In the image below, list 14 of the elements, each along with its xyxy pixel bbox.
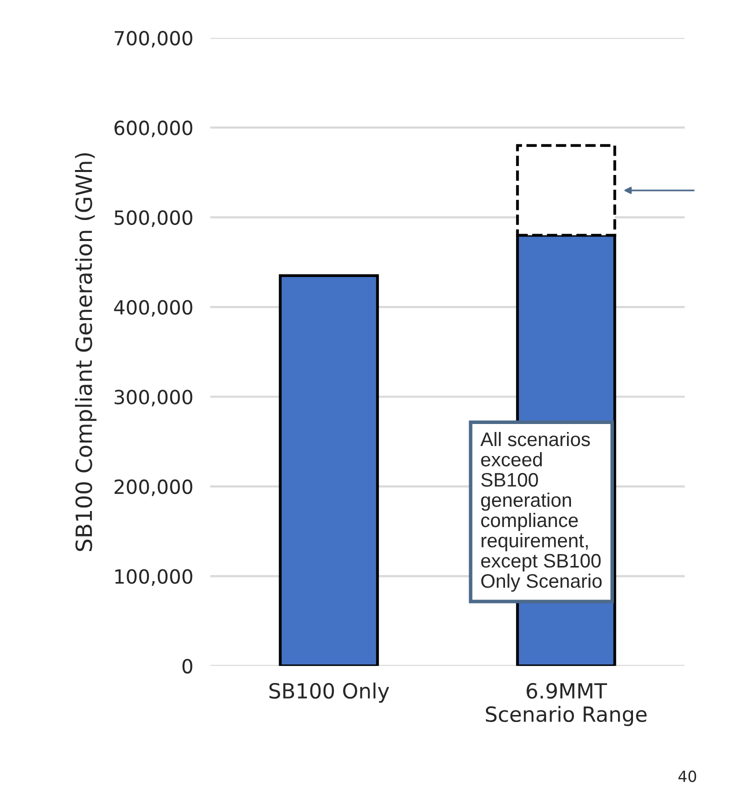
y-axis-title: SB100 Compliant Generation (GWh) [74,153,96,552]
annotation: All scenarios exceed SB100 generation compliance requirement, except SB100 Only Scenario [480,432,602,592]
y-tick-label: 0 [182,658,192,674]
y-tick-label: 600,000 [114,120,192,138]
y-tick-label: 100,000 [115,569,192,586]
y-tick-label: 200,000 [114,479,192,496]
y-tick-label: 500,000 [114,210,192,227]
x-tick-label: 6.9MMT Scenario Range [486,682,647,726]
bar [278,274,379,666]
text: 40 [678,770,696,782]
x-tick-label: SB100 Only [269,682,390,703]
y-tick-label: 300,000 [114,390,192,406]
y-tick-label: 700,000 [114,30,192,48]
y-tick-label: 400,000 [114,300,192,317]
